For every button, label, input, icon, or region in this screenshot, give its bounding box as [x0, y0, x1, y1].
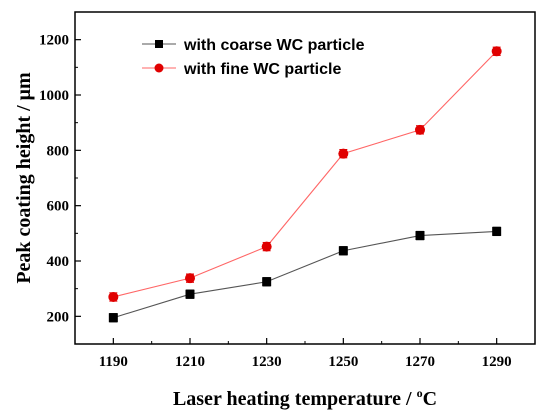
data-point	[338, 148, 349, 159]
y-tick-label: 600	[47, 199, 70, 215]
data-point	[491, 46, 502, 57]
series-line	[113, 230, 497, 319]
x-tick-label: 1290	[482, 354, 512, 370]
data-point	[185, 273, 195, 284]
x-axis-title-unit: C	[423, 388, 437, 410]
y-axis-ticks: 200 400 600 800 1000 1200	[39, 11, 81, 345]
data-point	[108, 313, 118, 323]
data-point	[492, 226, 502, 236]
series-layer	[108, 46, 502, 323]
legend-marker-fine	[154, 63, 164, 73]
y-tick-label: 200	[47, 309, 70, 325]
series-0	[108, 226, 502, 323]
y-tick-label: 800	[47, 143, 70, 159]
x-tick-label: 1190	[99, 354, 128, 370]
y-axis-title: Peak coating height / μm	[13, 72, 35, 284]
y-tick-label: 400	[47, 254, 70, 270]
x-tick-label: 1250	[328, 354, 358, 370]
x-tick-label: 1270	[405, 354, 435, 370]
data-point	[262, 277, 272, 287]
x-axis-title-degree: o	[417, 386, 423, 400]
legend-marker-coarse	[155, 40, 163, 48]
data-point	[108, 291, 119, 302]
x-axis-title-main: Laser heating temperature /	[173, 388, 417, 410]
legend: with coarse WC particle with fine WC par…	[142, 37, 365, 78]
y-tick-label: 1000	[39, 88, 69, 104]
data-point	[415, 231, 425, 241]
x-tick-label: 1230	[252, 354, 282, 370]
series-line	[113, 50, 498, 298]
legend-label-fine: with fine WC particle	[183, 61, 341, 78]
y-tick-label: 1200	[39, 33, 69, 49]
data-point	[185, 289, 195, 299]
data-point	[338, 246, 348, 256]
data-point	[415, 124, 425, 135]
x-axis-title: Laser heating temperature / oC	[173, 386, 437, 410]
data-point	[261, 241, 272, 252]
series-1	[108, 46, 502, 302]
x-tick-label: 1210	[175, 354, 205, 370]
x-axis-ticks: 1190 1210 1230 1250 1270 1290	[74, 338, 536, 370]
legend-label-coarse: with coarse WC particle	[183, 37, 365, 54]
